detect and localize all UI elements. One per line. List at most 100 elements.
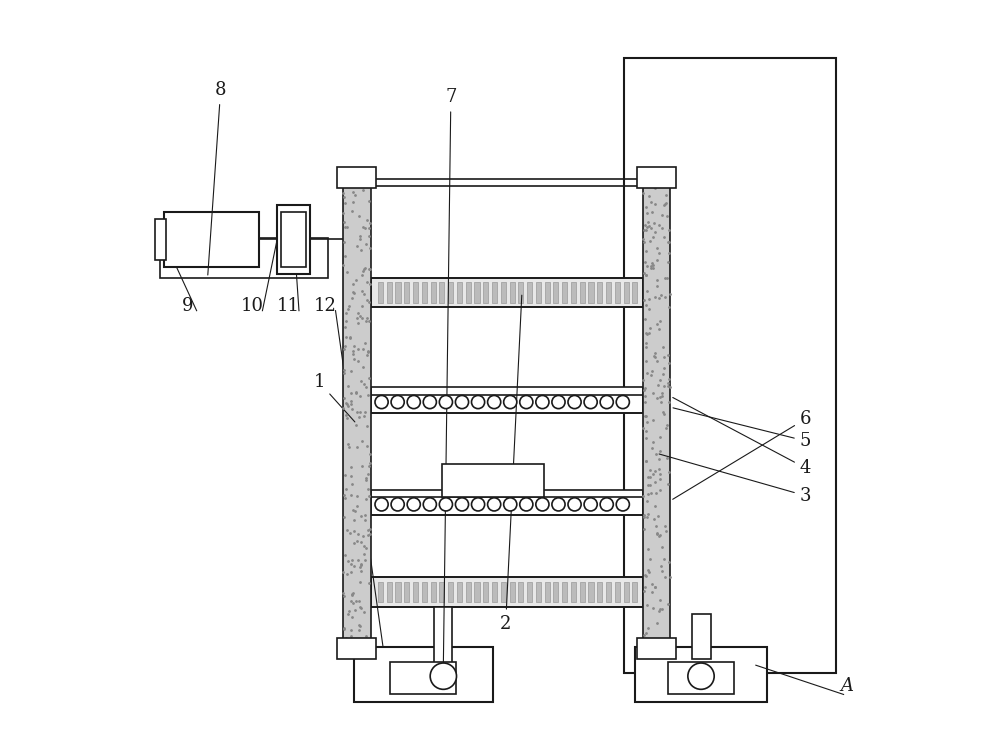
Bar bbox=[510, 582, 515, 602]
Text: 1: 1 bbox=[314, 374, 355, 422]
Text: 11: 11 bbox=[277, 297, 300, 314]
Bar bbox=[536, 282, 541, 303]
Bar bbox=[439, 282, 444, 303]
Bar bbox=[571, 282, 576, 303]
Bar bbox=[404, 282, 409, 303]
Bar bbox=[160, 238, 328, 278]
Text: 10: 10 bbox=[240, 297, 263, 314]
Bar bbox=[395, 282, 401, 303]
Bar bbox=[580, 282, 585, 303]
Circle shape bbox=[430, 663, 457, 689]
Circle shape bbox=[568, 498, 581, 511]
Bar bbox=[501, 582, 506, 602]
Text: 9: 9 bbox=[182, 297, 194, 314]
Bar bbox=[562, 582, 567, 602]
Bar bbox=[474, 282, 480, 303]
Circle shape bbox=[407, 395, 420, 409]
Bar bbox=[635, 647, 767, 702]
Bar bbox=[281, 212, 306, 267]
Circle shape bbox=[688, 663, 714, 689]
Circle shape bbox=[600, 395, 613, 409]
Bar bbox=[439, 582, 444, 602]
Bar bbox=[337, 167, 376, 188]
Bar bbox=[632, 582, 637, 602]
Bar bbox=[395, 582, 401, 602]
Circle shape bbox=[600, 498, 613, 511]
Bar bbox=[164, 212, 259, 267]
Bar bbox=[492, 582, 497, 602]
Bar bbox=[413, 282, 418, 303]
Bar bbox=[545, 582, 550, 602]
Bar bbox=[668, 662, 734, 694]
Bar bbox=[615, 282, 620, 303]
Circle shape bbox=[391, 498, 404, 511]
Text: 12: 12 bbox=[314, 297, 336, 314]
Text: 8: 8 bbox=[208, 81, 226, 275]
Circle shape bbox=[455, 498, 469, 511]
Bar bbox=[378, 582, 383, 602]
Circle shape bbox=[455, 395, 469, 409]
Bar bbox=[422, 282, 427, 303]
Text: A: A bbox=[840, 677, 853, 694]
Bar bbox=[518, 282, 523, 303]
Circle shape bbox=[616, 498, 629, 511]
Text: 5: 5 bbox=[673, 408, 811, 450]
Bar bbox=[527, 282, 532, 303]
Bar bbox=[527, 582, 532, 602]
Bar bbox=[588, 582, 594, 602]
Bar bbox=[422, 582, 427, 602]
Bar bbox=[413, 582, 418, 602]
Bar bbox=[597, 282, 602, 303]
Bar bbox=[155, 219, 166, 260]
Circle shape bbox=[552, 395, 565, 409]
Bar bbox=[637, 638, 676, 659]
Bar bbox=[501, 282, 506, 303]
Text: 4: 4 bbox=[673, 398, 811, 477]
Circle shape bbox=[471, 395, 485, 409]
Bar bbox=[387, 582, 392, 602]
Bar bbox=[434, 607, 452, 680]
Circle shape bbox=[423, 498, 436, 511]
Bar bbox=[606, 582, 611, 602]
Bar bbox=[518, 582, 523, 602]
Text: 7: 7 bbox=[443, 88, 457, 662]
Circle shape bbox=[536, 498, 549, 511]
Circle shape bbox=[552, 498, 565, 511]
Circle shape bbox=[375, 498, 388, 511]
Circle shape bbox=[616, 395, 629, 409]
Bar bbox=[553, 582, 558, 602]
Circle shape bbox=[536, 395, 549, 409]
Text: 6: 6 bbox=[673, 410, 811, 499]
Bar bbox=[371, 278, 643, 307]
Bar bbox=[597, 582, 602, 602]
Bar bbox=[442, 464, 544, 497]
Bar bbox=[624, 58, 836, 673]
Circle shape bbox=[584, 498, 597, 511]
Bar bbox=[624, 282, 629, 303]
Bar bbox=[457, 582, 462, 602]
Bar bbox=[390, 662, 456, 694]
Bar bbox=[431, 282, 436, 303]
Bar bbox=[624, 582, 629, 602]
Circle shape bbox=[391, 395, 404, 409]
Bar bbox=[466, 282, 471, 303]
Bar bbox=[588, 282, 594, 303]
Circle shape bbox=[439, 395, 452, 409]
Bar bbox=[643, 179, 670, 647]
Bar bbox=[536, 582, 541, 602]
Bar bbox=[615, 582, 620, 602]
Circle shape bbox=[423, 395, 436, 409]
Bar bbox=[387, 282, 392, 303]
Text: 3: 3 bbox=[659, 454, 811, 504]
Circle shape bbox=[584, 395, 597, 409]
Bar bbox=[571, 582, 576, 602]
Bar bbox=[371, 577, 643, 607]
Bar bbox=[492, 282, 497, 303]
Bar bbox=[354, 647, 493, 702]
Circle shape bbox=[504, 395, 517, 409]
Bar bbox=[562, 282, 567, 303]
Bar bbox=[606, 282, 611, 303]
Bar bbox=[545, 282, 550, 303]
Bar bbox=[371, 387, 643, 413]
Bar bbox=[580, 582, 585, 602]
